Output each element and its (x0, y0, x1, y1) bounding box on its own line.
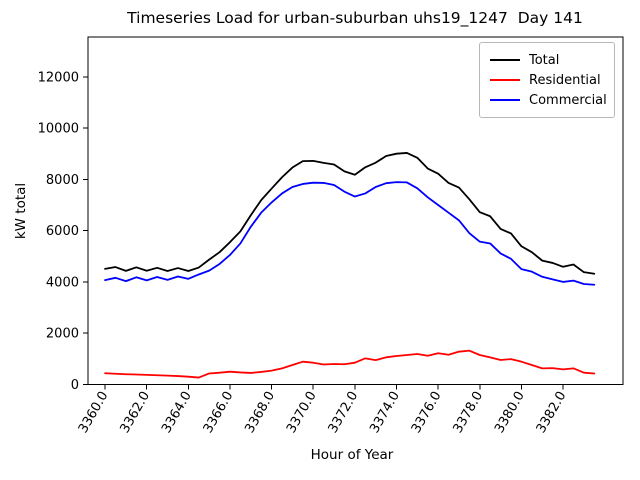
x-tick-label: 3382.0 (534, 389, 570, 436)
chart-legend: Total Residential Commercial (479, 42, 615, 118)
x-tick-label: 3370.0 (284, 389, 320, 436)
y-tick-label: 2000 (46, 327, 79, 342)
series-line-commercial (104, 181, 596, 286)
series-group (104, 152, 596, 379)
x-tick-label: 3374.0 (367, 389, 403, 436)
legend-entry-total: Total (490, 50, 604, 70)
x-tick-label: 3380.0 (492, 389, 528, 436)
legend-label-total: Total (529, 52, 560, 68)
series-line-residential (104, 349, 596, 379)
x-tick-label: 3372.0 (326, 389, 362, 436)
x-tick-label: 3378.0 (451, 389, 487, 436)
y-axis-label: kW total (13, 183, 29, 239)
y-tick-label: 12000 (38, 70, 79, 85)
x-tick-label: 3366.0 (201, 389, 237, 436)
y-tick-label: 6000 (46, 224, 79, 239)
y-tick-label: 0 (71, 378, 79, 393)
x-axis-label: Hour of Year (311, 447, 394, 463)
axes-frame (87, 36, 624, 385)
y-tick-label: 4000 (46, 275, 79, 290)
legend-label-residential: Residential (529, 72, 601, 88)
legend-line-swatch-commercial (490, 99, 520, 101)
legend-line-swatch-residential (490, 79, 520, 81)
x-tick-label: 3362.0 (117, 389, 153, 436)
legend-label-commercial: Commercial (529, 92, 607, 108)
legend-entry-commercial: Commercial (490, 90, 607, 110)
x-tick-label: 3376.0 (409, 389, 445, 436)
y-tick-label: 10000 (38, 122, 79, 137)
y-tick-label: 8000 (46, 173, 79, 188)
x-tick-label: 3364.0 (159, 389, 195, 436)
legend-entry-residential: Residential (490, 70, 604, 90)
x-tick-label: 3368.0 (242, 389, 278, 436)
x-tick-label: 3360.0 (76, 389, 112, 436)
legend-line-swatch-total (490, 59, 520, 61)
chart-title: Timeseries Load for urban-suburban uhs19… (126, 9, 583, 28)
series-line-total (104, 152, 596, 275)
